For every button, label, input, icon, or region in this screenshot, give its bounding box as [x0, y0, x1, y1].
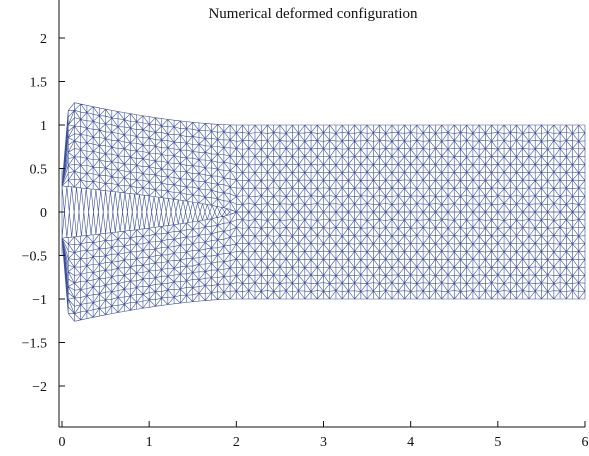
axes — [58, 0, 585, 428]
x-tick-label: 5 — [494, 435, 501, 450]
y-tick-label: 0 — [40, 206, 47, 221]
y-tick-label: −0.5 — [22, 250, 47, 265]
x-tick-label: 0 — [59, 435, 66, 450]
y-tick-label: 2 — [40, 32, 47, 47]
x-tick-label: 3 — [320, 435, 327, 450]
x-tick-label: 2 — [233, 435, 240, 450]
y-tick-label: 1.5 — [30, 76, 48, 91]
chart-title: Numerical deformed configuration — [208, 6, 418, 22]
y-tick-label: −1 — [32, 293, 47, 308]
x-tick-label: 4 — [407, 435, 414, 450]
x-tick-label: 6 — [582, 435, 589, 450]
y-tick-label: −1.5 — [22, 337, 47, 352]
upper-mesh-half — [61, 102, 586, 213]
deformed-mesh — [61, 102, 586, 322]
axis-ticks: 0 1 2 3 4 5 6 2 1.5 1 0.5 0 −0.5 −1 −1.5 −2 — [22, 32, 589, 450]
lower-mesh-half — [61, 211, 586, 322]
x-tick-label: 1 — [146, 435, 153, 450]
y-tick-label: 0.5 — [30, 163, 48, 178]
y-tick-label: −2 — [32, 380, 47, 395]
y-tick-label: 1 — [40, 119, 47, 134]
